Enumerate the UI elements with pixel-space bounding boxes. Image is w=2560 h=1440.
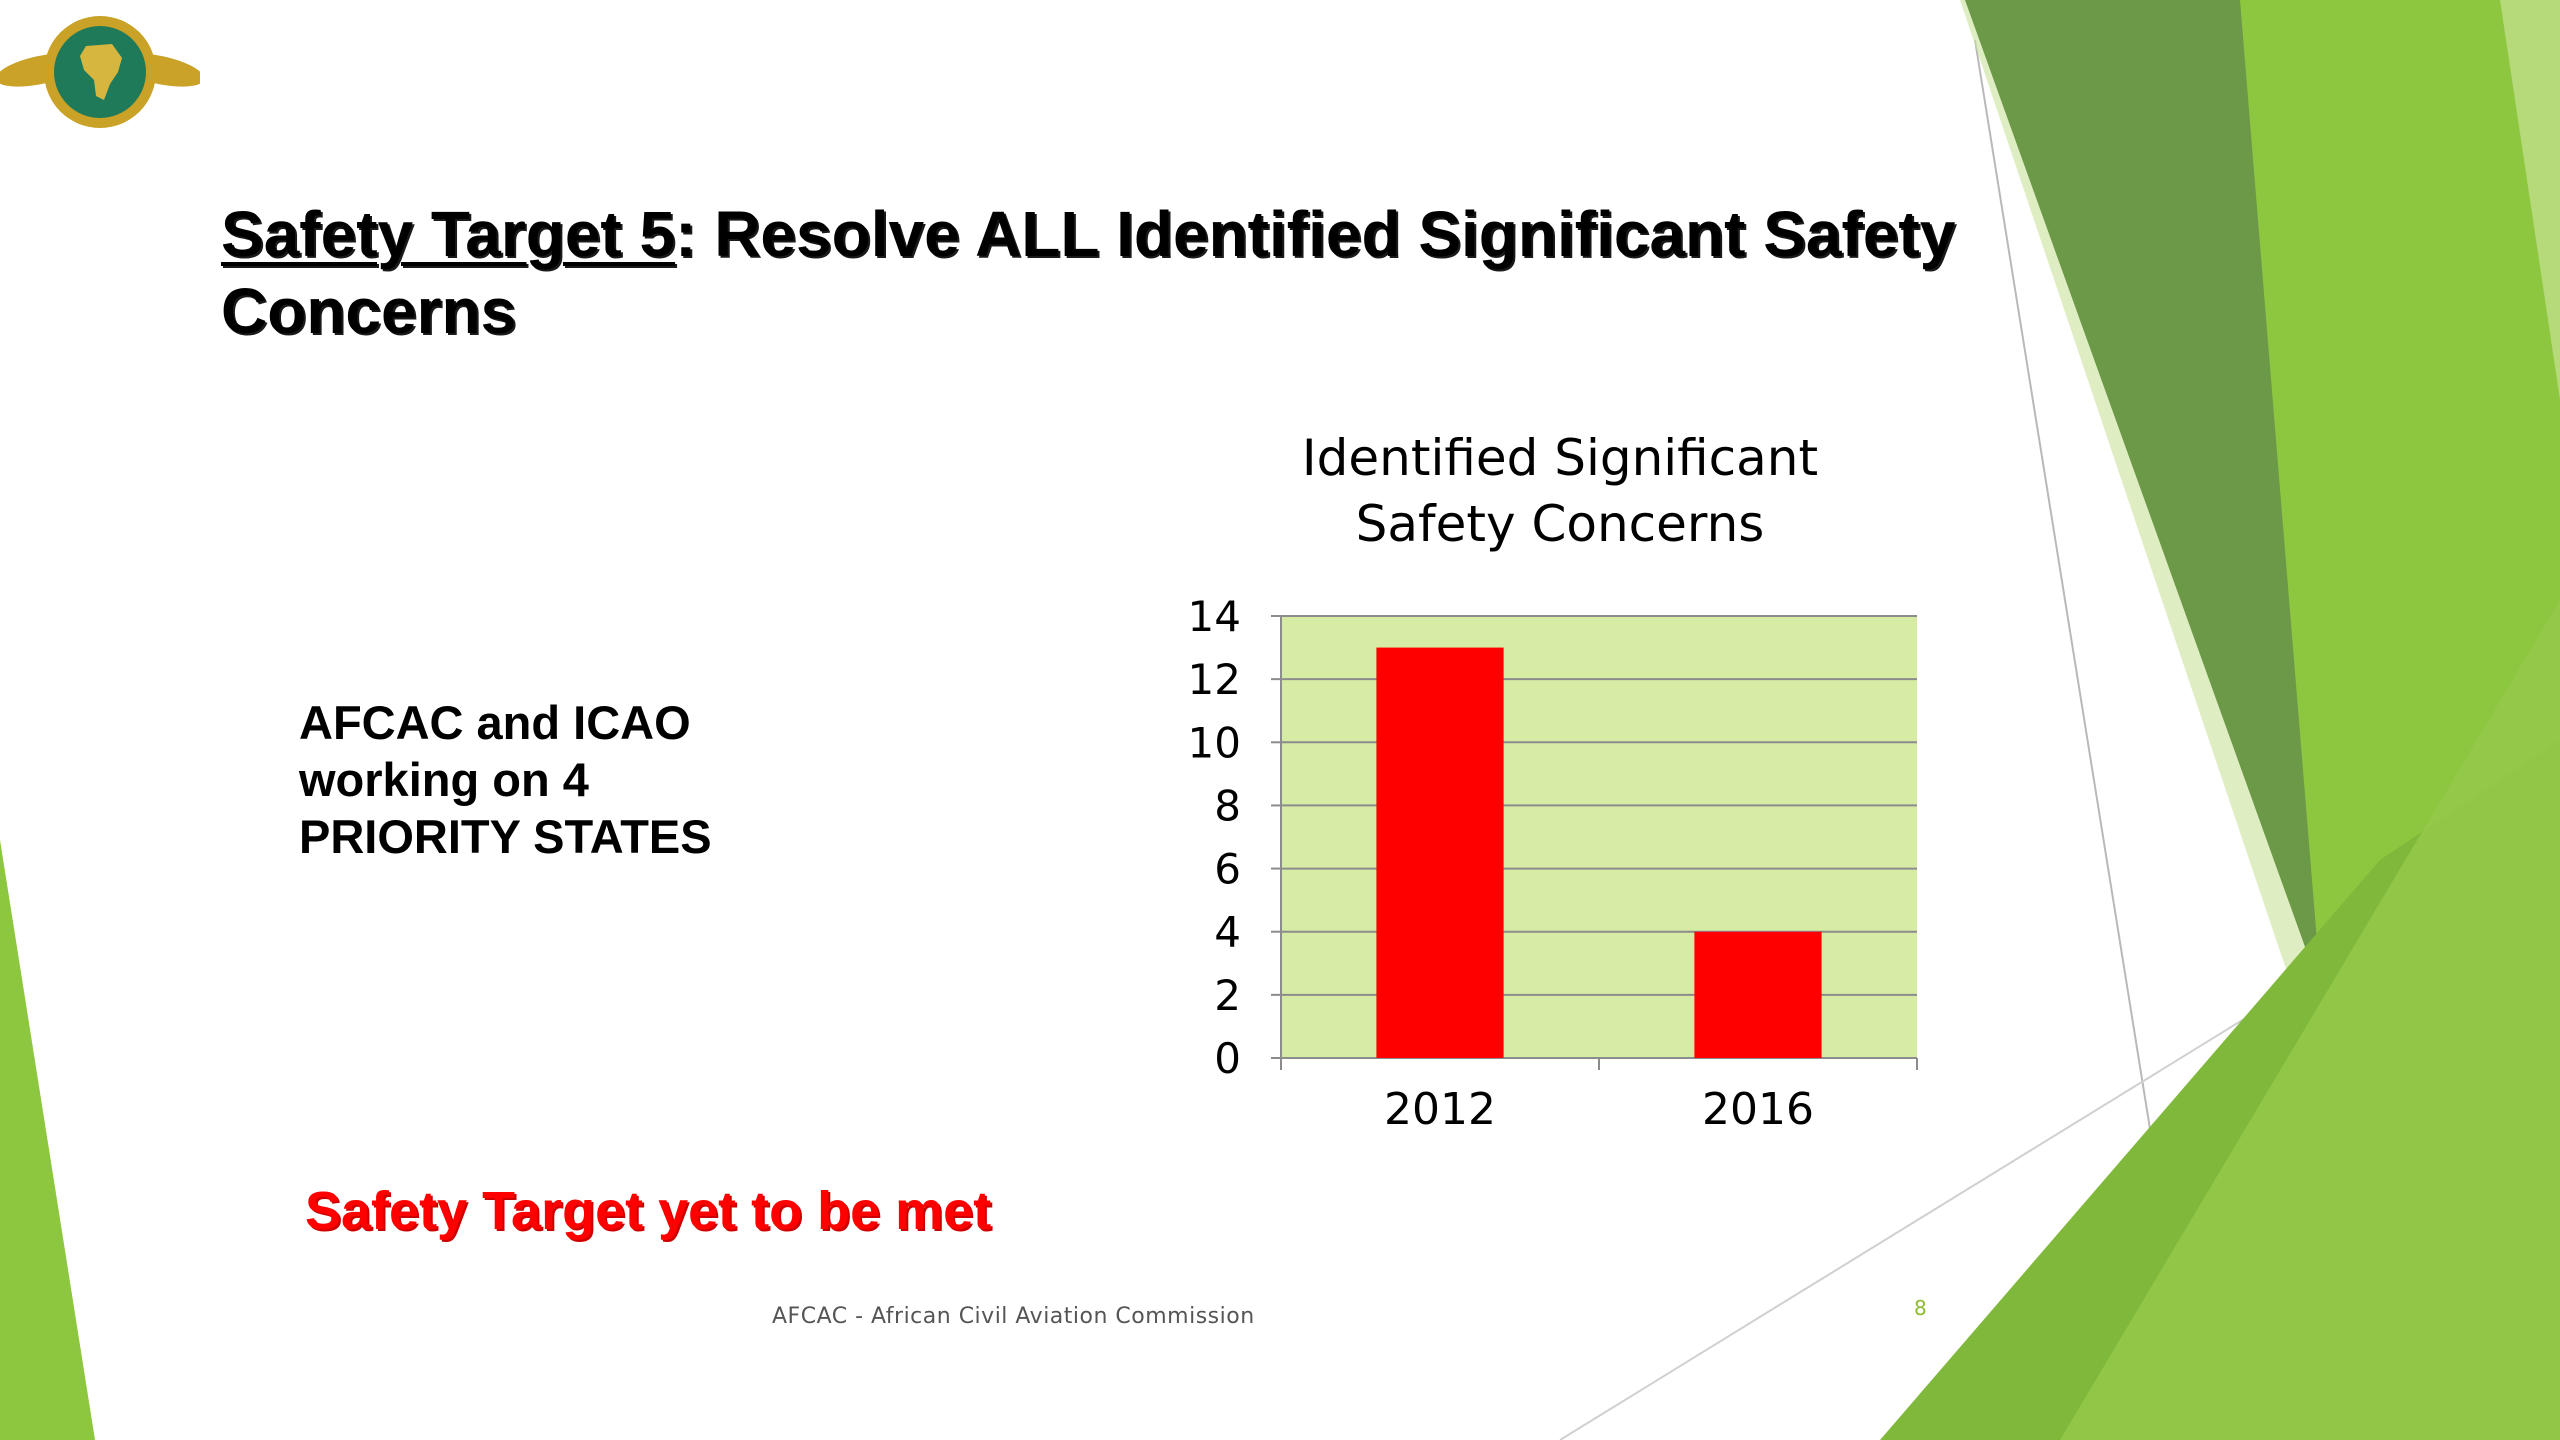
- chart-title-line-2: Safety Concerns: [1356, 495, 1765, 553]
- y-tick-label: 0: [1214, 1034, 1241, 1083]
- bar-chart: Identified Significant Safety Concerns 0…: [1188, 429, 1918, 1135]
- x-tick-label: 2016: [1702, 1084, 1814, 1135]
- y-tick-label: 6: [1214, 845, 1241, 894]
- status-text: Safety Target yet to be met: [305, 1181, 992, 1241]
- chart-title-line-1: Identified Significant: [1302, 429, 1818, 487]
- bar-2012: [1376, 647, 1504, 1058]
- y-tick-label: 12: [1188, 655, 1241, 704]
- right-light-sliver: [2500, 0, 2560, 400]
- x-tick-label: 2012: [1384, 1084, 1496, 1135]
- right-dark-triangle: [1965, 0, 2360, 1100]
- y-tick-label: 10: [1188, 718, 1241, 767]
- title-rest: : Resolve ALL Identified Significant Saf…: [221, 198, 1956, 347]
- title-underlined-part: Safety Target 5: [221, 198, 676, 270]
- chart-plot-area: 0 2 4 6 8 10 12 14 2012 2016: [1188, 592, 1918, 1135]
- bar-2016: [1694, 931, 1822, 1058]
- left-green-triangle: [0, 840, 95, 1440]
- y-tick-label: 14: [1188, 592, 1241, 641]
- page-title: Safety Target 5: Resolve ALL Identified …: [221, 196, 2021, 350]
- y-tick-label: 2: [1214, 971, 1241, 1020]
- bottom-right-overlay: [2060, 600, 2560, 1440]
- afcac-emblem-icon: [0, 16, 200, 128]
- y-tick-label: 8: [1214, 781, 1241, 830]
- footer-text: AFCAC - African Civil Aviation Commissio…: [772, 1304, 1255, 1329]
- y-tick-label: 4: [1214, 908, 1241, 957]
- priority-states-text: AFCAC and ICAO working on 4 PRIORITY STA…: [299, 696, 712, 863]
- decor-line: [1559, 959, 2341, 1440]
- page-number: 8: [1914, 1296, 1927, 1320]
